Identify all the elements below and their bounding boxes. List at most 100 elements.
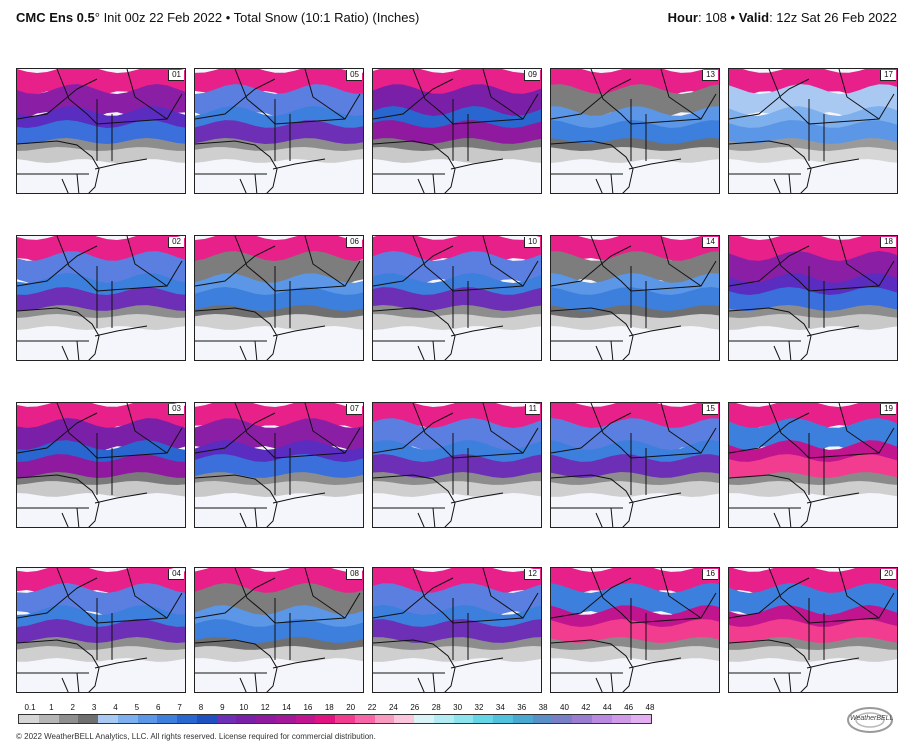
member-id-label: 07 (346, 404, 362, 415)
scale-bar (18, 714, 652, 724)
model-name: CMC Ens 0.5 (16, 10, 95, 25)
member-id-label: 04 (168, 569, 184, 580)
scale-tick-label: 18 (324, 703, 334, 712)
scale-color-cell (137, 715, 158, 723)
scale-tick-label: 7 (177, 703, 182, 712)
snowfall-map (195, 69, 363, 193)
snowfall-color-scale: 0.1 1 2 3 4 5 6 7 8 9 10 12 14 16 18 20 22 24 26 28 30 32 34 36… (18, 703, 655, 725)
member-id-label: 14 (702, 237, 718, 248)
ensemble-panel: 13 (550, 68, 720, 194)
scale-tick-label: 10 (239, 703, 249, 712)
scale-tick-label: 6 (156, 703, 161, 712)
scale-color-cell (552, 715, 572, 723)
valid-separator: • (726, 10, 739, 25)
scale-tick-label: 30 (453, 703, 463, 712)
product-name: Total Snow (10:1 Ratio) (Inches) (233, 10, 420, 25)
snowfall-map (729, 69, 897, 193)
scale-color-cell (493, 715, 513, 723)
snowfall-map (17, 403, 185, 527)
scale-tick-label: 44 (602, 703, 612, 712)
member-id-label: 10 (524, 237, 540, 248)
scale-color-cell (611, 715, 632, 723)
scale-tick-label: 36 (517, 703, 527, 712)
scale-tick-label: 12 (260, 703, 270, 712)
ensemble-panel: 17 (728, 68, 898, 194)
scale-color-cell (374, 715, 395, 723)
snowfall-map (195, 568, 363, 692)
scale-color-cell (453, 715, 474, 723)
member-id-label: 02 (168, 237, 184, 248)
scale-tick-label: 8 (198, 703, 204, 712)
ensemble-panel: 05 (194, 68, 364, 194)
scale-tick-label: 3 (91, 703, 97, 712)
snowfall-map (373, 403, 541, 527)
snowfall-map (17, 69, 185, 193)
logo-text: WeatherBELL (850, 715, 894, 722)
snowfall-map (195, 403, 363, 527)
scale-labels: 0.1 1 2 3 4 5 6 7 8 9 10 12 14 16 18 20 22 24 26 28 30 32 34 36… (18, 703, 655, 713)
scale-tick-label: 5 (134, 703, 140, 712)
scale-color-cell (473, 715, 493, 723)
scale-tick-label: 48 (645, 703, 655, 712)
member-id-label: 05 (346, 70, 362, 81)
member-id-label: 12 (524, 569, 540, 580)
degree-symbol: ° (94, 10, 100, 25)
hour-label: Hour (667, 10, 698, 25)
scale-color-cell (394, 715, 414, 723)
ensemble-panel: 16 (550, 567, 720, 693)
ensemble-panel: 06 (194, 235, 364, 361)
member-id-label: 06 (346, 237, 362, 248)
scale-tick-label: 0.1 (24, 703, 36, 712)
scale-color-cell (19, 715, 39, 723)
ensemble-panel: 11 (372, 402, 542, 528)
scale-color-cell (572, 715, 592, 723)
snowfall-map (729, 568, 897, 692)
scale-color-cell (236, 715, 256, 723)
member-id-label: 01 (168, 70, 184, 81)
scale-tick-label: 2 (70, 703, 75, 712)
scale-color-cell (78, 715, 98, 723)
init-time: Init 00z 22 Feb 2022 (99, 10, 223, 25)
scale-color-cell (117, 715, 138, 723)
scale-color-cell (591, 715, 612, 723)
scale-color-cell (216, 715, 237, 723)
scale-tick-label: 32 (474, 703, 484, 712)
ensemble-panel: 07 (194, 402, 364, 528)
ensemble-panel: 01 (16, 68, 186, 194)
copyright-notice: © 2022 WeatherBELL Analytics, LLC. All r… (16, 732, 376, 741)
member-id-label: 08 (346, 569, 362, 580)
scale-color-cell (256, 715, 276, 723)
snowfall-map (551, 403, 719, 527)
valid-label: Valid (738, 10, 770, 25)
scale-tick-label: 14 (282, 703, 291, 712)
ensemble-panel: 02 (16, 235, 186, 361)
scale-color-cell (354, 715, 375, 723)
header-valid: Hour: 108 • Valid: 12z Sat 26 Feb 2022 (668, 10, 897, 25)
weatherbell-logo: WeatherBELL (840, 703, 900, 737)
ensemble-panel: 19 (728, 402, 898, 528)
valid-value: : 12z Sat 26 Feb 2022 (769, 10, 897, 25)
snowfall-map (373, 568, 541, 692)
snowfall-map (17, 568, 185, 692)
scale-color-cell (177, 715, 197, 723)
snowfall-map (551, 236, 719, 360)
scale-tick-label: 40 (560, 703, 569, 712)
scale-color-cell (275, 715, 296, 723)
ensemble-panel: 10 (372, 235, 542, 361)
member-id-label: 11 (524, 404, 540, 415)
scale-tick-label: 4 (113, 703, 118, 712)
member-id-label: 03 (168, 404, 184, 415)
snowfall-map (551, 568, 719, 692)
scale-color-cell (295, 715, 316, 723)
ensemble-member-grid: 01 05 09 13 17 02 06 10 14 18 03 07 11 15 19 04 08 12 16 20 (16, 68, 902, 698)
ensemble-panel: 12 (372, 567, 542, 693)
member-id-label: 18 (880, 237, 896, 248)
member-id-label: 20 (880, 569, 896, 580)
scale-tick-label: 9 (220, 703, 225, 712)
snowfall-map (551, 69, 719, 193)
scale-color-cell (196, 715, 217, 723)
ensemble-panel: 20 (728, 567, 898, 693)
logo-swirl-icon (847, 707, 893, 733)
member-id-label: 15 (702, 404, 718, 415)
title-separator: • (222, 10, 234, 25)
